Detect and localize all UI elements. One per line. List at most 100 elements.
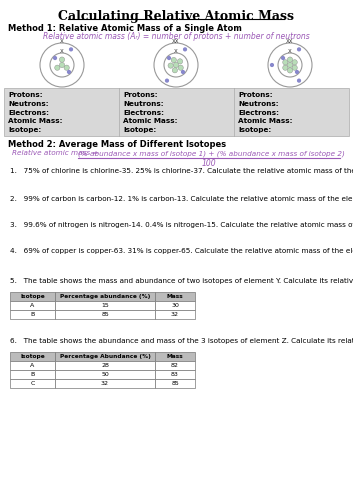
Text: A: A <box>30 363 35 368</box>
Text: X: X <box>60 39 64 44</box>
Text: Protons:: Protons: <box>123 92 158 98</box>
Text: Percentage abundance (%): Percentage abundance (%) <box>60 294 150 299</box>
Text: Method 1: Relative Atomic Mass of a Single Atom: Method 1: Relative Atomic Mass of a Sing… <box>8 24 242 33</box>
Text: Isotope:: Isotope: <box>123 127 156 133</box>
Text: Percentage Abundance (%): Percentage Abundance (%) <box>60 354 150 359</box>
FancyBboxPatch shape <box>55 370 155 379</box>
Text: Mass: Mass <box>167 294 183 299</box>
Text: Protons:: Protons: <box>8 92 43 98</box>
FancyBboxPatch shape <box>155 379 195 388</box>
Text: X: X <box>60 49 64 54</box>
Circle shape <box>70 48 72 51</box>
FancyBboxPatch shape <box>10 352 55 361</box>
FancyBboxPatch shape <box>10 301 55 310</box>
Circle shape <box>181 70 184 74</box>
Circle shape <box>64 65 69 70</box>
Circle shape <box>292 65 297 70</box>
Circle shape <box>287 68 293 73</box>
FancyBboxPatch shape <box>10 310 55 319</box>
Text: 82: 82 <box>171 363 179 368</box>
Text: 1.   75% of chlorine is chlorine-35. 25% is chlorine-37. Calculate the relative : 1. 75% of chlorine is chlorine-35. 25% i… <box>10 168 353 174</box>
Text: 83: 83 <box>171 372 179 377</box>
Circle shape <box>298 48 300 51</box>
Circle shape <box>173 62 179 68</box>
Text: B: B <box>30 372 35 377</box>
Text: 100: 100 <box>202 159 216 168</box>
Circle shape <box>166 79 168 82</box>
Text: Neutrons:: Neutrons: <box>238 101 279 107</box>
Circle shape <box>283 65 288 70</box>
Circle shape <box>283 60 288 65</box>
Circle shape <box>54 56 56 59</box>
Text: Neutrons:: Neutrons: <box>123 101 164 107</box>
FancyBboxPatch shape <box>155 361 195 370</box>
Text: 85: 85 <box>101 312 109 317</box>
Text: Atomic Mass:: Atomic Mass: <box>238 118 293 124</box>
Circle shape <box>295 70 298 74</box>
Text: Isotope: Isotope <box>20 294 45 299</box>
Circle shape <box>168 63 173 68</box>
Text: Isotope: Isotope <box>20 354 45 359</box>
Text: 5.   The table shows the mass and abundance of two isotopes of element Y. Calcul: 5. The table shows the mass and abundanc… <box>10 278 353 284</box>
Circle shape <box>177 58 183 64</box>
Text: 3.   99.6% of nitrogen is nitrogen-14. 0.4% is nitrogen-15. Calculate the relati: 3. 99.6% of nitrogen is nitrogen-14. 0.4… <box>10 222 353 228</box>
Text: Electrons:: Electrons: <box>238 110 279 116</box>
FancyBboxPatch shape <box>10 361 55 370</box>
Circle shape <box>292 60 297 65</box>
Circle shape <box>67 70 70 74</box>
Text: 85: 85 <box>171 381 179 386</box>
FancyBboxPatch shape <box>55 310 155 319</box>
Text: Electrons:: Electrons: <box>8 110 49 116</box>
Circle shape <box>59 62 65 68</box>
FancyBboxPatch shape <box>10 292 55 301</box>
Text: 4.   69% of copper is copper-63. 31% is copper-65. Calculate the relative atomic: 4. 69% of copper is copper-63. 31% is co… <box>10 248 353 254</box>
Text: Mass: Mass <box>167 354 183 359</box>
Circle shape <box>184 48 186 51</box>
Text: X: X <box>288 49 292 54</box>
FancyBboxPatch shape <box>155 310 195 319</box>
Circle shape <box>168 56 170 59</box>
Text: 28: 28 <box>101 363 109 368</box>
Text: Atomic Mass:: Atomic Mass: <box>123 118 178 124</box>
FancyBboxPatch shape <box>55 301 155 310</box>
FancyBboxPatch shape <box>155 292 195 301</box>
Text: 15: 15 <box>101 303 109 308</box>
Text: Neutrons:: Neutrons: <box>8 101 49 107</box>
Text: 32: 32 <box>171 312 179 317</box>
Text: A: A <box>30 303 35 308</box>
Circle shape <box>55 65 60 70</box>
Text: 50: 50 <box>101 372 109 377</box>
FancyBboxPatch shape <box>10 379 55 388</box>
Circle shape <box>270 64 273 66</box>
Text: Atomic Mass:: Atomic Mass: <box>8 118 62 124</box>
FancyBboxPatch shape <box>55 292 155 301</box>
Text: Relative atomic mass (Aᵣ) = number of protons + number of neutrons: Relative atomic mass (Aᵣ) = number of pr… <box>43 32 309 41</box>
FancyBboxPatch shape <box>155 352 195 361</box>
Circle shape <box>172 68 178 73</box>
Circle shape <box>59 57 65 62</box>
Text: XX: XX <box>172 39 180 44</box>
Text: Protons:: Protons: <box>238 92 273 98</box>
Text: Calculating Relative Atomic Mass: Calculating Relative Atomic Mass <box>58 10 294 23</box>
FancyBboxPatch shape <box>55 352 155 361</box>
Circle shape <box>178 65 183 70</box>
Text: XX: XX <box>286 39 294 44</box>
Text: Method 2: Average Mass of Different Isotopes: Method 2: Average Mass of Different Isot… <box>8 140 226 149</box>
Text: 30: 30 <box>171 303 179 308</box>
Text: 6.   The table shows the abundance and mass of the 3 isotopes of element Z. Calc: 6. The table shows the abundance and mas… <box>10 338 353 344</box>
Text: Relative atomic mass =: Relative atomic mass = <box>12 150 101 156</box>
Text: X: X <box>174 49 178 54</box>
FancyBboxPatch shape <box>10 370 55 379</box>
FancyBboxPatch shape <box>4 88 349 136</box>
FancyBboxPatch shape <box>55 361 155 370</box>
Text: 32: 32 <box>101 381 109 386</box>
Text: B: B <box>30 312 35 317</box>
Circle shape <box>287 57 293 62</box>
Text: Isotope:: Isotope: <box>8 127 41 133</box>
Circle shape <box>171 58 176 62</box>
Text: C: C <box>30 381 35 386</box>
FancyBboxPatch shape <box>155 370 195 379</box>
Circle shape <box>282 56 285 59</box>
Text: Electrons:: Electrons: <box>123 110 164 116</box>
FancyBboxPatch shape <box>155 301 195 310</box>
